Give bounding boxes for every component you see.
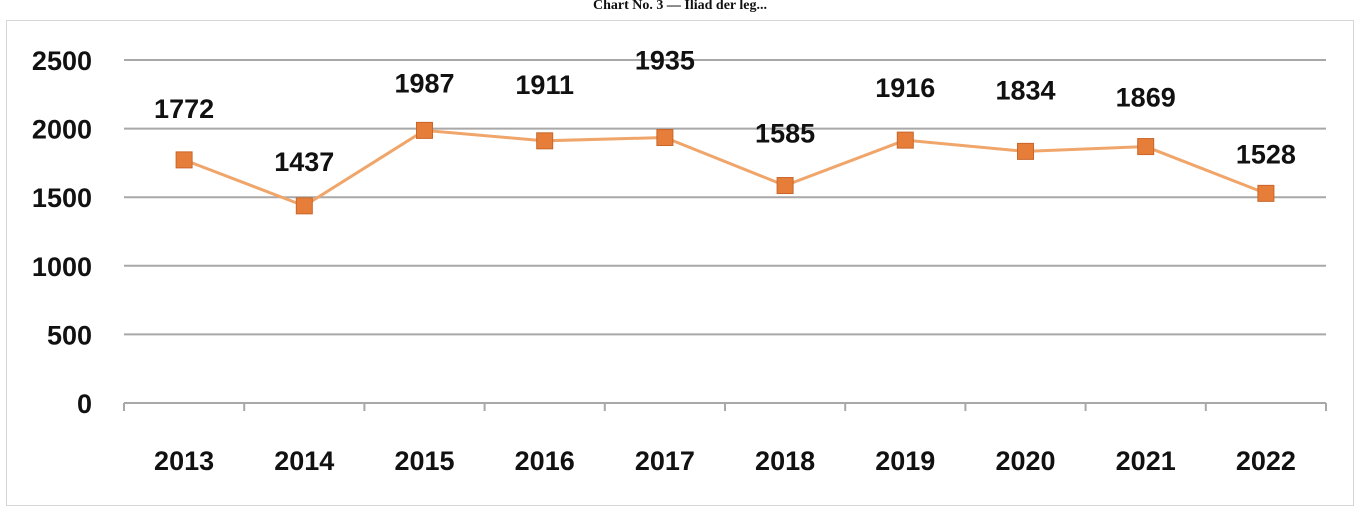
data-label: 1987: [394, 68, 454, 98]
series: [175, 121, 1275, 215]
y-tick-label: 0: [77, 389, 92, 419]
data-point-marker: [175, 151, 193, 169]
y-tick-label: 1500: [32, 183, 92, 213]
data-label: 1585: [755, 119, 815, 149]
x-tick-label: 2020: [995, 446, 1055, 476]
x-tick-label: 2021: [1116, 446, 1176, 476]
data-label: 1834: [995, 75, 1055, 105]
y-tick-label: 2500: [32, 46, 92, 76]
x-tick-label: 2018: [755, 446, 815, 476]
x-tick-label: 2017: [635, 446, 695, 476]
data-label: 1437: [274, 147, 334, 177]
x-tick-label: 2016: [515, 446, 575, 476]
data-point-marker: [776, 177, 794, 195]
axes: 0 500 1000 1500 2000 2500 2013 2014 2015 2016 2017…: [32, 46, 1327, 476]
y-tick-label: 1000: [32, 252, 92, 282]
data-label: 1528: [1236, 139, 1296, 169]
data-label: 1772: [154, 94, 214, 124]
x-tick-label: 2014: [274, 446, 334, 476]
y-tick-label: 500: [47, 320, 92, 350]
data-label: 1911: [515, 70, 574, 100]
x-tick-label: 2015: [394, 446, 454, 476]
data-label: 1935: [635, 46, 695, 76]
data-point-marker: [536, 132, 554, 150]
x-tick-label: 2022: [1236, 446, 1296, 476]
data-point-marker: [1257, 184, 1275, 202]
x-tick-label: 2013: [154, 446, 214, 476]
data-label: 1916: [875, 73, 935, 103]
series-line: [183, 128, 1267, 208]
data-point-marker: [1137, 138, 1155, 156]
data-point-marker: [416, 121, 433, 139]
chart-title: Chart No. 3 — Iliad der leg...: [593, 0, 767, 13]
data-point-marker: [656, 129, 674, 147]
data-labels: 1772 1437 1987 1911 1935 1585 1916 1834 1869 1528: [154, 46, 1296, 177]
chart-frame: [6, 20, 1354, 506]
y-tick-label: 2000: [32, 115, 92, 145]
data-point-marker: [1017, 142, 1034, 160]
data-point-marker: [295, 197, 313, 215]
data-label: 1869: [1116, 83, 1176, 113]
data-point-marker: [896, 131, 914, 149]
gridlines: [124, 59, 1326, 336]
x-tick-label: 2019: [875, 446, 935, 476]
